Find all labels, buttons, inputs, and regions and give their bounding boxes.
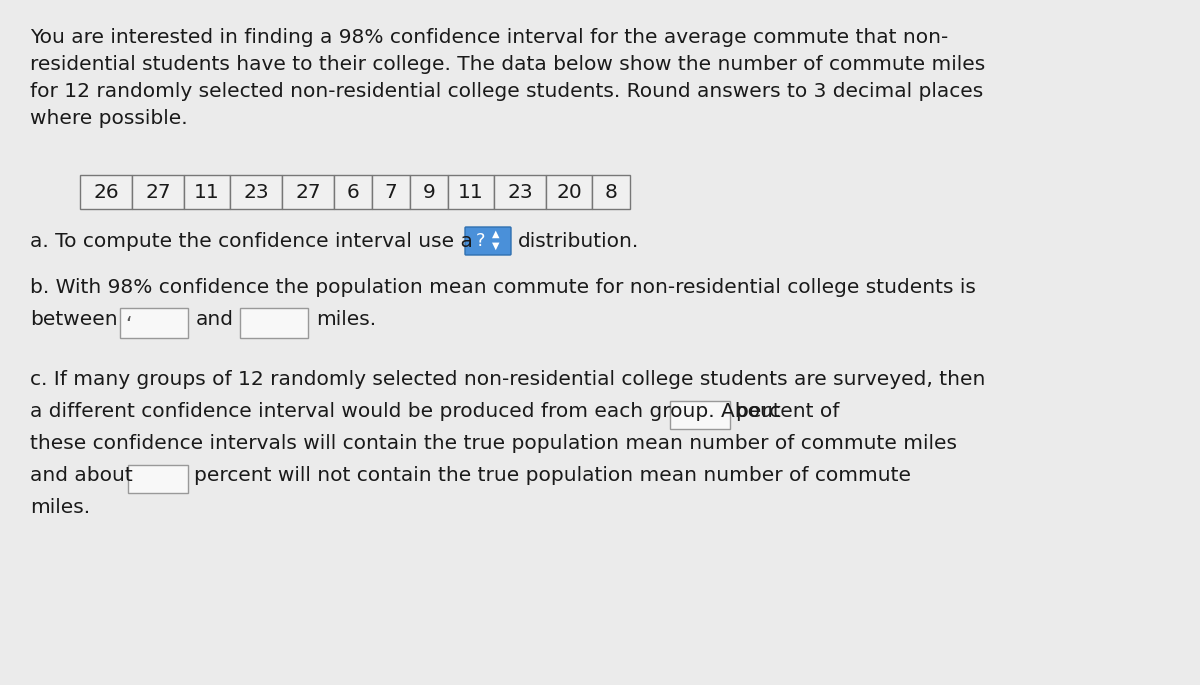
- Text: percent of: percent of: [736, 402, 839, 421]
- Text: 23: 23: [244, 182, 269, 201]
- Bar: [282, 175, 334, 209]
- Text: these confidence intervals will contain the true population mean number of commu: these confidence intervals will contain …: [30, 434, 958, 453]
- Bar: [132, 175, 184, 209]
- Bar: [546, 175, 592, 209]
- Text: 27: 27: [295, 182, 320, 201]
- Text: 7: 7: [385, 182, 397, 201]
- Bar: [448, 175, 494, 209]
- Text: percent will not contain the true population mean number of commute: percent will not contain the true popula…: [194, 466, 911, 485]
- Text: ‘: ‘: [125, 315, 132, 334]
- Text: 8: 8: [605, 182, 618, 201]
- Bar: [120, 308, 188, 338]
- Bar: [410, 175, 448, 209]
- Text: and: and: [196, 310, 234, 329]
- Bar: [184, 175, 230, 209]
- Text: c. If many groups of 12 randomly selected non-residential college students are s: c. If many groups of 12 randomly selecte…: [30, 370, 985, 389]
- Bar: [670, 401, 730, 429]
- Bar: [494, 175, 546, 209]
- Text: where possible.: where possible.: [30, 109, 187, 128]
- Bar: [128, 465, 188, 493]
- Text: 27: 27: [145, 182, 170, 201]
- Text: 11: 11: [458, 182, 484, 201]
- Text: ▲: ▲: [492, 229, 499, 239]
- Text: ?: ?: [476, 232, 486, 250]
- Bar: [230, 175, 282, 209]
- Text: 20: 20: [556, 182, 582, 201]
- Text: 11: 11: [194, 182, 220, 201]
- Text: distribution.: distribution.: [518, 232, 640, 251]
- Text: between: between: [30, 310, 118, 329]
- Text: b. With 98% confidence the population mean commute for non-residential college s: b. With 98% confidence the population me…: [30, 278, 976, 297]
- Text: miles.: miles.: [30, 498, 90, 517]
- Text: 9: 9: [422, 182, 436, 201]
- Bar: [240, 308, 308, 338]
- Text: for 12 randomly selected non-residential college students. Round answers to 3 de: for 12 randomly selected non-residential…: [30, 82, 983, 101]
- Text: ▼: ▼: [492, 241, 499, 251]
- Bar: [334, 175, 372, 209]
- Text: miles.: miles.: [316, 310, 376, 329]
- Text: a different confidence interval would be produced from each group. About: a different confidence interval would be…: [30, 402, 781, 421]
- Text: a. To compute the confidence interval use a: a. To compute the confidence interval us…: [30, 232, 473, 251]
- Text: 6: 6: [347, 182, 359, 201]
- Bar: [80, 175, 132, 209]
- Text: 26: 26: [94, 182, 119, 201]
- FancyBboxPatch shape: [466, 227, 511, 255]
- Text: and about: and about: [30, 466, 133, 485]
- Text: 23: 23: [508, 182, 533, 201]
- Bar: [592, 175, 630, 209]
- Bar: [372, 175, 410, 209]
- Text: You are interested in finding a 98% confidence interval for the average commute : You are interested in finding a 98% conf…: [30, 28, 948, 47]
- Text: residential students have to their college. The data below show the number of co: residential students have to their colle…: [30, 55, 985, 74]
